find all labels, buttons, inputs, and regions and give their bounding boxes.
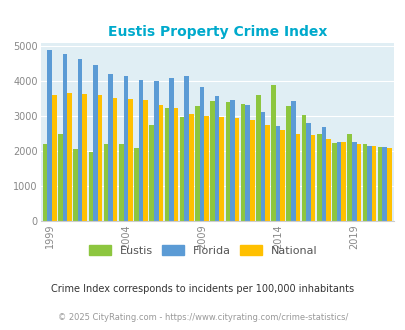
Bar <box>219 117 224 221</box>
Text: Crime Index corresponds to incidents per 100,000 inhabitants: Crime Index corresponds to incidents per… <box>51 284 354 294</box>
Bar <box>119 144 123 221</box>
Bar <box>249 120 254 221</box>
Bar <box>230 100 234 221</box>
Bar <box>52 95 56 221</box>
Bar <box>113 98 117 221</box>
Bar <box>214 96 219 221</box>
Bar <box>290 101 295 221</box>
Bar <box>256 95 260 221</box>
Bar <box>134 148 139 221</box>
Bar <box>149 125 153 221</box>
Bar <box>47 50 52 221</box>
Title: Eustis Property Crime Index: Eustis Property Crime Index <box>107 25 326 39</box>
Bar <box>153 81 158 221</box>
Bar <box>377 147 382 221</box>
Bar <box>43 144 47 221</box>
Bar <box>351 143 356 221</box>
Legend: Eustis, Florida, National: Eustis, Florida, National <box>84 241 321 260</box>
Bar <box>179 117 184 221</box>
Bar <box>139 80 143 221</box>
Bar <box>73 149 78 221</box>
Bar <box>104 144 108 221</box>
Bar <box>108 74 113 221</box>
Bar <box>382 147 386 221</box>
Bar <box>173 108 178 221</box>
Bar <box>386 148 390 221</box>
Bar <box>82 94 87 221</box>
Bar <box>234 118 239 221</box>
Bar <box>204 116 208 221</box>
Bar <box>210 101 214 221</box>
Bar <box>310 135 315 221</box>
Bar <box>78 59 82 221</box>
Bar <box>260 113 264 221</box>
Bar <box>336 142 341 221</box>
Bar <box>362 144 366 221</box>
Bar <box>158 105 163 221</box>
Bar <box>195 106 199 221</box>
Bar <box>301 115 305 221</box>
Bar <box>305 123 310 221</box>
Bar <box>62 54 67 221</box>
Bar <box>325 139 330 221</box>
Bar <box>88 152 93 221</box>
Text: © 2025 CityRating.com - https://www.cityrating.com/crime-statistics/: © 2025 CityRating.com - https://www.city… <box>58 313 347 322</box>
Bar <box>264 125 269 221</box>
Bar <box>93 65 98 221</box>
Bar <box>98 95 102 221</box>
Bar <box>356 144 360 221</box>
Bar <box>225 102 230 221</box>
Bar <box>341 143 345 221</box>
Bar <box>143 100 147 221</box>
Bar <box>58 134 62 221</box>
Bar <box>275 126 280 221</box>
Bar <box>169 78 173 221</box>
Bar <box>189 114 193 221</box>
Bar <box>271 85 275 221</box>
Bar <box>128 99 132 221</box>
Bar <box>280 130 284 221</box>
Bar <box>331 143 336 221</box>
Bar <box>321 127 325 221</box>
Bar <box>316 134 321 221</box>
Bar <box>347 134 351 221</box>
Bar <box>371 146 375 221</box>
Bar <box>366 146 371 221</box>
Bar <box>123 76 128 221</box>
Bar <box>199 86 204 221</box>
Bar <box>67 92 72 221</box>
Bar <box>286 106 290 221</box>
Bar <box>240 104 245 221</box>
Bar <box>184 76 189 221</box>
Bar <box>295 134 299 221</box>
Bar <box>164 108 169 221</box>
Bar <box>245 105 249 221</box>
